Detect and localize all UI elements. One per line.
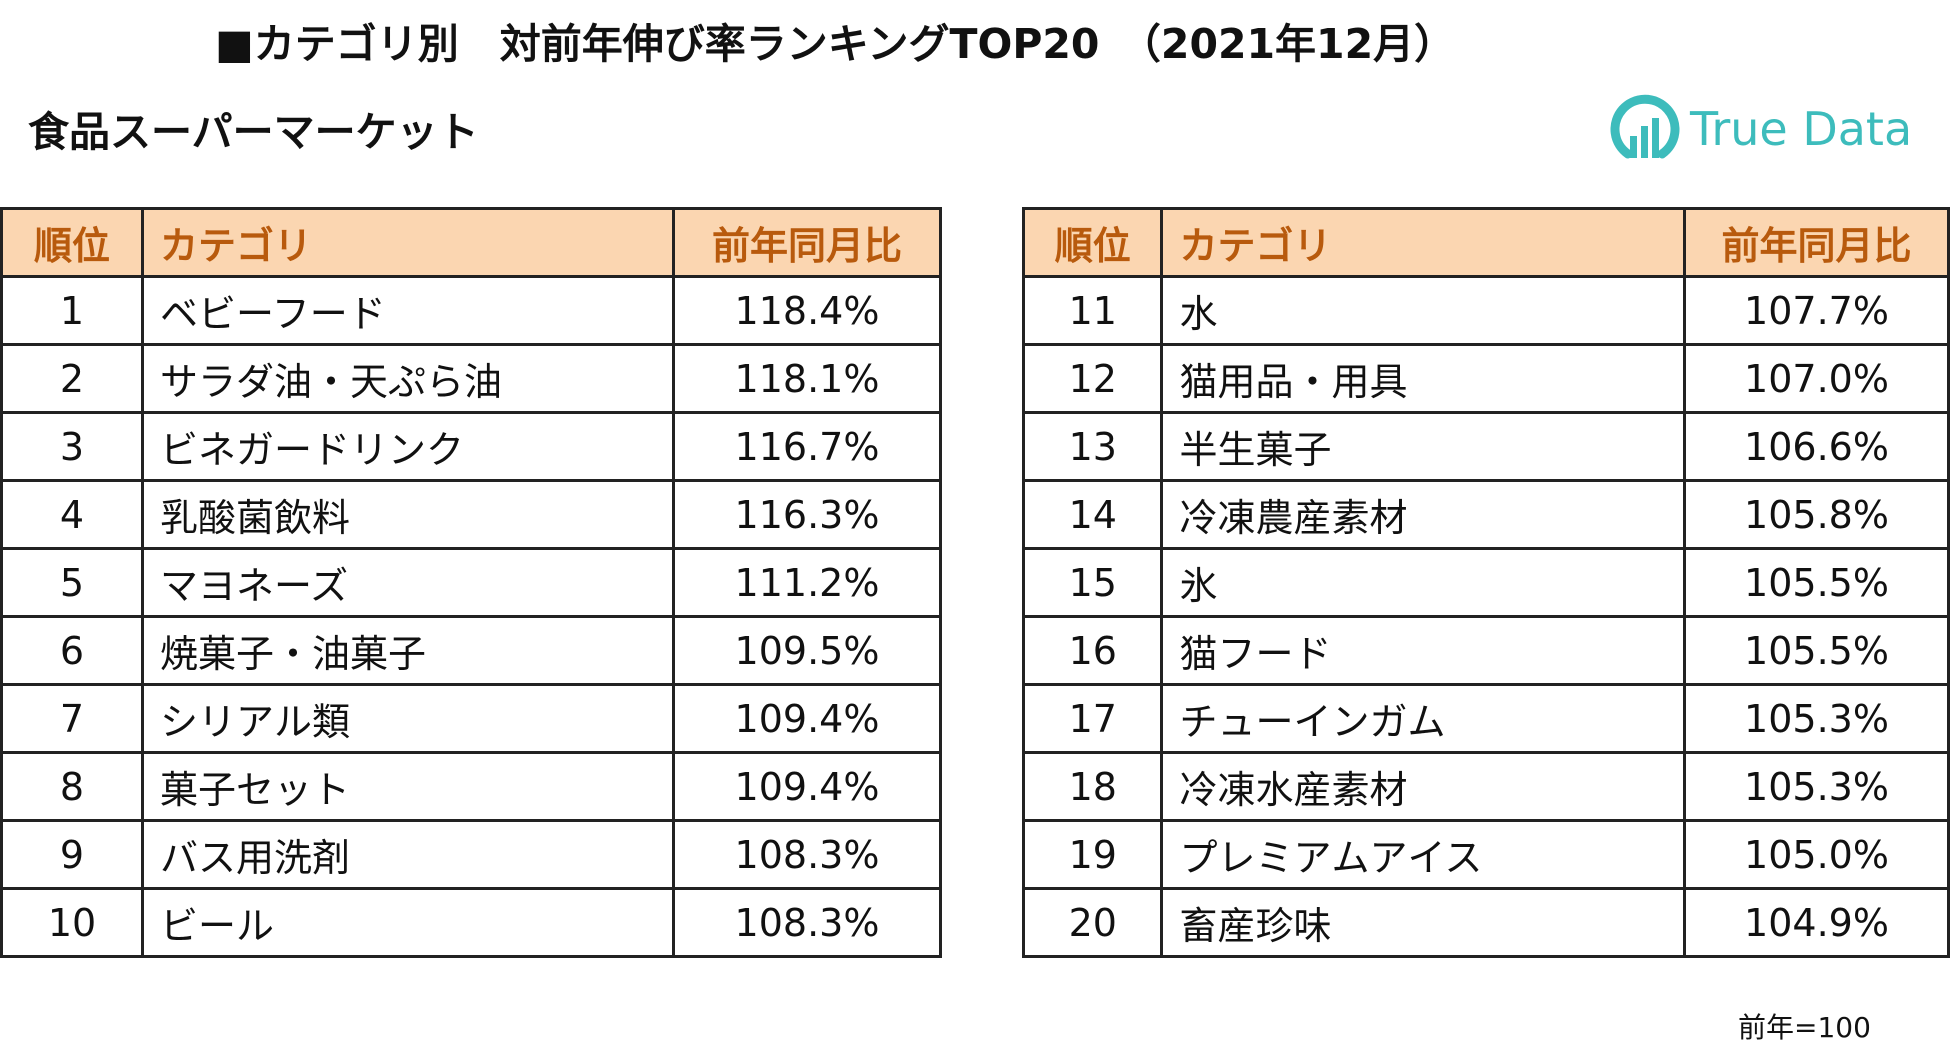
table-row: 5 マヨネーズ 111.2% <box>0 547 942 618</box>
ratio-cell: 116.7% <box>672 411 942 482</box>
table-header-row: 順位 カテゴリ 前年同月比 <box>1021 207 1950 278</box>
table-row: 17 チューインガム 105.3% <box>1021 683 1950 754</box>
rank-cell: 4 <box>0 479 144 550</box>
rank-cell: 19 <box>1021 819 1164 890</box>
category-cell: マヨネーズ <box>141 547 675 618</box>
ratio-cell: 104.9% <box>1683 887 1950 958</box>
rank-cell: 6 <box>0 615 144 686</box>
rank-cell: 12 <box>1021 343 1164 414</box>
rank-cell: 8 <box>0 751 144 822</box>
rank-cell: 16 <box>1021 615 1164 686</box>
table-header-row: 順位 カテゴリ 前年同月比 <box>0 207 942 278</box>
table-row: 2 サラダ油・天ぷら油 118.1% <box>0 343 942 414</box>
page-title: ■カテゴリ別 対前年伸び率ランキングTOP20 （2021年12月） <box>215 20 1456 68</box>
category-cell: 水 <box>1160 275 1686 346</box>
ranking-table-right: 順位 カテゴリ 前年同月比 11 水 107.7% 12 猫用品・用具 107.0% 13 半… <box>1021 207 1950 958</box>
category-cell: 畜産珍味 <box>1160 887 1686 958</box>
category-cell: バス用洗剤 <box>141 819 675 890</box>
ratio-cell: 105.3% <box>1683 683 1950 754</box>
category-cell: 焼菓子・油菓子 <box>141 615 675 686</box>
ratio-cell: 109.4% <box>672 683 942 754</box>
category-cell: 冷凍水産素材 <box>1160 751 1686 822</box>
category-cell: 猫用品・用具 <box>1160 343 1686 414</box>
rank-cell: 7 <box>0 683 144 754</box>
table-row: 15 氷 105.5% <box>1021 547 1950 618</box>
ratio-cell: 107.7% <box>1683 275 1950 346</box>
ratio-cell: 108.3% <box>672 887 942 958</box>
rank-cell: 14 <box>1021 479 1164 550</box>
table-row: 1 ベビーフード 118.4% <box>0 275 942 346</box>
category-cell: 菓子セット <box>141 751 675 822</box>
table-row: 7 シリアル類 109.4% <box>0 683 942 754</box>
table-row: 3 ビネガードリンク 116.7% <box>0 411 942 482</box>
baseline-note: 前年=100 <box>1738 1011 1871 1044</box>
category-cell: プレミアムアイス <box>1160 819 1686 890</box>
ratio-cell: 111.2% <box>672 547 942 618</box>
table-row: 18 冷凍水産素材 105.3% <box>1021 751 1950 822</box>
category-cell: 乳酸菌飲料 <box>141 479 675 550</box>
category-cell: 猫フード <box>1160 615 1686 686</box>
ratio-cell: 107.0% <box>1683 343 1950 414</box>
header-category: カテゴリ <box>1160 207 1686 278</box>
ratio-cell: 105.8% <box>1683 479 1950 550</box>
rank-cell: 10 <box>0 887 144 958</box>
page-subtitle: 食品スーパーマーケット <box>28 108 479 156</box>
category-cell: ベビーフード <box>141 275 675 346</box>
truedata-logo-text: True Data <box>1690 102 1913 156</box>
table-row: 10 ビール 108.3% <box>0 887 942 958</box>
ratio-cell: 106.6% <box>1683 411 1950 482</box>
rank-cell: 1 <box>0 275 144 346</box>
header-ratio: 前年同月比 <box>1683 207 1950 278</box>
ratio-cell: 105.5% <box>1683 615 1950 686</box>
truedata-logo-icon <box>1610 94 1680 159</box>
header-ratio: 前年同月比 <box>672 207 942 278</box>
table-row: 9 バス用洗剤 108.3% <box>0 819 942 890</box>
ratio-cell: 108.3% <box>672 819 942 890</box>
category-cell: 半生菓子 <box>1160 411 1686 482</box>
rank-cell: 13 <box>1021 411 1164 482</box>
ratio-cell: 109.5% <box>672 615 942 686</box>
header-rank: 順位 <box>0 207 144 278</box>
table-row: 13 半生菓子 106.6% <box>1021 411 1950 482</box>
rank-cell: 2 <box>0 343 144 414</box>
category-cell: サラダ油・天ぷら油 <box>141 343 675 414</box>
rank-cell: 15 <box>1021 547 1164 618</box>
category-cell: ビール <box>141 887 675 958</box>
rank-cell: 3 <box>0 411 144 482</box>
table-row: 16 猫フード 105.5% <box>1021 615 1950 686</box>
ratio-cell: 105.5% <box>1683 547 1950 618</box>
category-cell: 氷 <box>1160 547 1686 618</box>
table-row: 19 プレミアムアイス 105.0% <box>1021 819 1950 890</box>
table-row: 6 焼菓子・油菓子 109.5% <box>0 615 942 686</box>
ratio-cell: 118.4% <box>672 275 942 346</box>
table-row: 8 菓子セット 109.4% <box>0 751 942 822</box>
table-row: 20 畜産珍味 104.9% <box>1021 887 1950 958</box>
rank-cell: 9 <box>0 819 144 890</box>
rank-cell: 20 <box>1021 887 1164 958</box>
table-row: 4 乳酸菌飲料 116.3% <box>0 479 942 550</box>
ratio-cell: 105.0% <box>1683 819 1950 890</box>
category-cell: シリアル類 <box>141 683 675 754</box>
rank-cell: 17 <box>1021 683 1164 754</box>
ranking-table-left: 順位 カテゴリ 前年同月比 1 ベビーフード 118.4% 2 サラダ油・天ぷら油 118… <box>0 207 942 958</box>
category-cell: 冷凍農産素材 <box>1160 479 1686 550</box>
table-row: 12 猫用品・用具 107.0% <box>1021 343 1950 414</box>
truedata-logo: True Data <box>1608 86 1912 172</box>
rank-cell: 18 <box>1021 751 1164 822</box>
table-row: 14 冷凍農産素材 105.8% <box>1021 479 1950 550</box>
category-cell: ビネガードリンク <box>141 411 675 482</box>
table-row: 11 水 107.7% <box>1021 275 1950 346</box>
ratio-cell: 109.4% <box>672 751 942 822</box>
ratio-cell: 118.1% <box>672 343 942 414</box>
header-rank: 順位 <box>1021 207 1164 278</box>
category-cell: チューインガム <box>1160 683 1686 754</box>
rank-cell: 11 <box>1021 275 1164 346</box>
header-category: カテゴリ <box>141 207 675 278</box>
rank-cell: 5 <box>0 547 144 618</box>
ratio-cell: 105.3% <box>1683 751 1950 822</box>
ratio-cell: 116.3% <box>672 479 942 550</box>
